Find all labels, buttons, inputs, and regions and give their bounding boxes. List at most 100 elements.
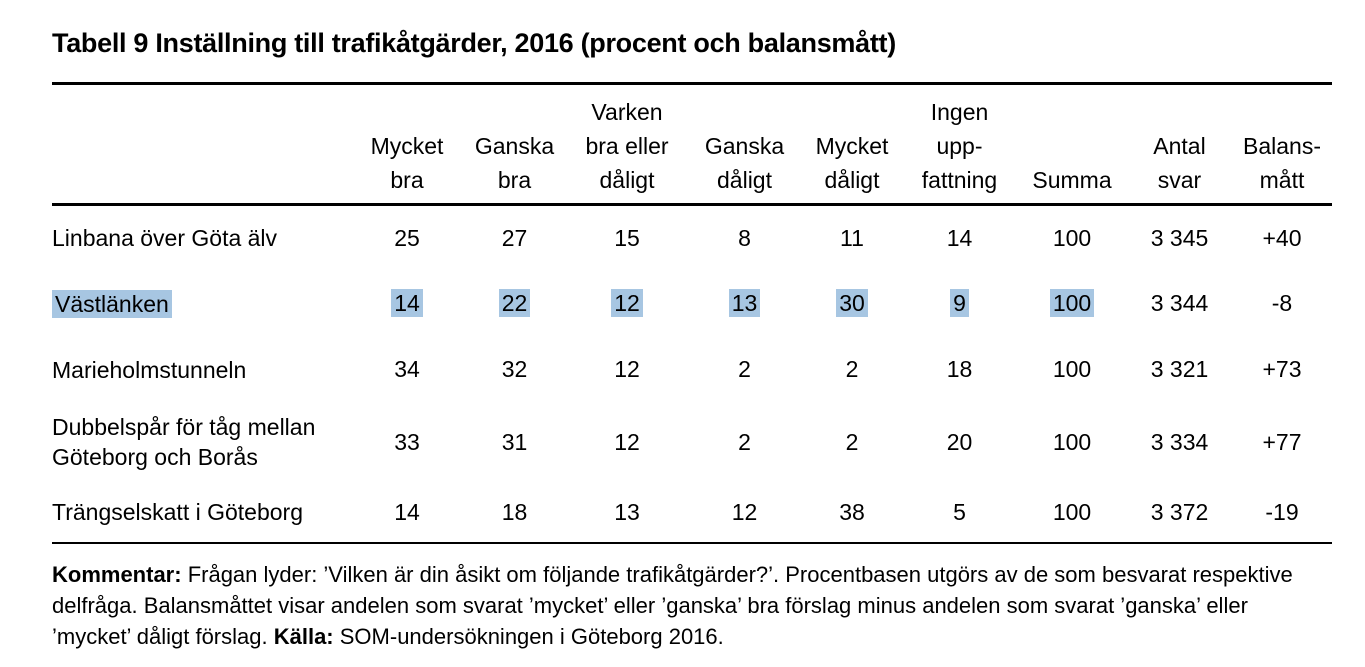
cell-balansmatt: +73	[1262, 356, 1302, 382]
cell-varken: 15	[614, 224, 640, 251]
column-header-ingen-uppfattning: Ingen upp- fattning	[902, 83, 1017, 206]
cell-balansmatt: +40	[1262, 224, 1302, 251]
header-line: Ganska	[704, 133, 785, 159]
header-line: bra	[390, 167, 424, 193]
cell-antal-svar: 3 344	[1150, 290, 1209, 316]
header-line: dåligt	[717, 167, 772, 193]
cell-varken: 12	[614, 356, 640, 382]
header-line: mått	[1259, 167, 1305, 193]
cell-ganska-bra: 32	[501, 356, 528, 382]
cell-varken: 12	[614, 428, 640, 455]
cell-balansmatt: -19	[1265, 498, 1299, 525]
cell-summa: 100	[1052, 224, 1092, 251]
cell-ganska-daligt: 2	[738, 356, 751, 382]
cell-antal-svar: 3 372	[1150, 498, 1209, 525]
source-text: SOM-undersökningen i Göteborg 2016.	[333, 624, 724, 649]
highlighted-text: 22	[498, 289, 531, 317]
row-label: Linbana över Göta älv	[52, 225, 278, 251]
cell-antal-svar: 3 334	[1150, 428, 1209, 455]
column-header-mycket-daligt: Mycket dåligt	[802, 83, 902, 206]
row-label: Dubbelspår för tåg mellan Göteborg och B…	[52, 414, 316, 470]
cell-balansmatt: +77	[1262, 428, 1302, 455]
cell-ganska-daligt: 2	[738, 428, 751, 455]
header-line: fattning	[921, 167, 998, 193]
cell-mycket-daligt: 2	[845, 356, 859, 382]
table-row-trangselskatt: Trängselskatt i Göteborg 14 18 13 12 38 …	[52, 482, 1332, 543]
highlighted-text: 100	[1049, 289, 1095, 317]
traffic-measures-table: Mycket bra Ganska bra Varken bra eller d…	[52, 82, 1332, 544]
cell-balansmatt: -8	[1271, 290, 1293, 316]
table-row-dubbelspar: Dubbelspår för tåg mellan Göteborg och B…	[52, 402, 1332, 482]
cell-mycket-bra: 34	[394, 356, 420, 382]
highlighted-text: 13	[728, 289, 761, 317]
comment-label: Kommentar:	[52, 562, 182, 587]
cell-mycket-daligt: 30	[802, 270, 902, 337]
cell-summa: 100	[1052, 498, 1092, 525]
header-line: Mycket	[815, 133, 889, 159]
cell-varken: 13	[614, 498, 640, 525]
cell-ingen-uppfattning: 5	[953, 498, 966, 525]
header-line: Mycket	[370, 133, 444, 159]
cell-mycket-bra: 14	[352, 270, 462, 337]
cell-ingen-uppfattning: 14	[946, 224, 973, 251]
header-line: Balans-	[1243, 133, 1321, 159]
table-row-vastlanken: Västlänken 14 22 12 13 30 9 100 3 344 -8	[52, 270, 1332, 337]
table-row-marieholmstunneln: Marieholmstunneln 34 32 12 2 2 18 100 3 …	[52, 337, 1332, 402]
header-line: Ganska	[474, 133, 555, 159]
cell-mycket-bra: 25	[394, 224, 420, 251]
cell-ganska-bra: 22	[462, 270, 567, 337]
cell-ganska-bra: 27	[501, 224, 528, 251]
header-line: Varken	[591, 99, 663, 125]
cell-varken: 12	[567, 270, 687, 337]
cell-mycket-bra: 33	[394, 428, 420, 455]
column-header-summa: Summa	[1017, 83, 1127, 206]
column-header-balansmatt: Balans- mått	[1232, 83, 1332, 206]
cell-ingen-uppfattning: 20	[946, 428, 973, 455]
header-line: Antal	[1153, 133, 1206, 159]
header-line: bra eller	[585, 133, 669, 159]
header-line: dåligt	[599, 167, 655, 193]
source-label: Källa:	[273, 624, 334, 649]
cell-ganska-bra: 18	[501, 498, 528, 525]
cell-antal-svar: 3 321	[1150, 356, 1209, 382]
table-row-linbana: Linbana över Göta älv 25 27 15 8 11 14 1…	[52, 205, 1332, 271]
header-line: Ingen	[930, 99, 989, 125]
cell-mycket-daligt: 11	[840, 224, 864, 251]
highlighted-text: 12	[611, 289, 643, 317]
cell-mycket-bra: 14	[394, 498, 420, 525]
column-header-mycket-bra: Mycket bra	[352, 83, 462, 206]
header-line: Summa	[1032, 167, 1112, 193]
highlighted-text: 14	[391, 289, 423, 317]
header-row: Mycket bra Ganska bra Varken bra eller d…	[52, 83, 1332, 206]
cell-summa: 100	[1052, 428, 1092, 455]
column-header-ganska-bra: Ganska bra	[462, 83, 567, 206]
page-title: Tabell 9 Inställning till trafikåtgärder…	[52, 28, 896, 58]
highlighted-text: 9	[950, 289, 969, 317]
cell-antal-svar: 3 345	[1150, 224, 1209, 251]
cell-ingen-uppfattning: 9	[902, 270, 1017, 337]
header-line: upp-	[936, 133, 983, 159]
column-header-antal-svar: Antal svar	[1127, 83, 1232, 206]
row-label: Marieholmstunneln	[52, 356, 247, 383]
row-label: Trängselskatt i Göteborg	[52, 499, 303, 525]
header-line: svar	[1157, 167, 1202, 193]
cell-ganska-daligt: 12	[731, 498, 758, 525]
column-header-ganska-daligt: Ganska dåligt	[687, 83, 802, 206]
header-line: dåligt	[824, 167, 880, 193]
cell-ganska-bra: 31	[501, 428, 528, 455]
highlighted-text: Västlänken	[52, 289, 172, 318]
cell-ingen-uppfattning: 18	[946, 356, 973, 382]
row-label: Västlänken	[52, 270, 352, 337]
cell-ganska-daligt: 13	[687, 270, 802, 337]
cell-summa: 100	[1017, 270, 1127, 337]
cell-summa: 100	[1052, 356, 1092, 382]
cell-mycket-daligt: 38	[839, 498, 865, 525]
highlighted-text: 30	[836, 289, 868, 317]
cell-mycket-daligt: 2	[845, 428, 859, 455]
table-comment: Kommentar: Frågan lyder: ’Vilken är din …	[52, 559, 1332, 652]
comment-text: Frågan lyder: ’Vilken är din åsikt om fö…	[52, 562, 1293, 649]
column-header-varken-bra-daligt: Varken bra eller dåligt	[567, 83, 687, 206]
column-header-measure	[52, 83, 352, 206]
cell-ganska-daligt: 8	[738, 224, 751, 251]
